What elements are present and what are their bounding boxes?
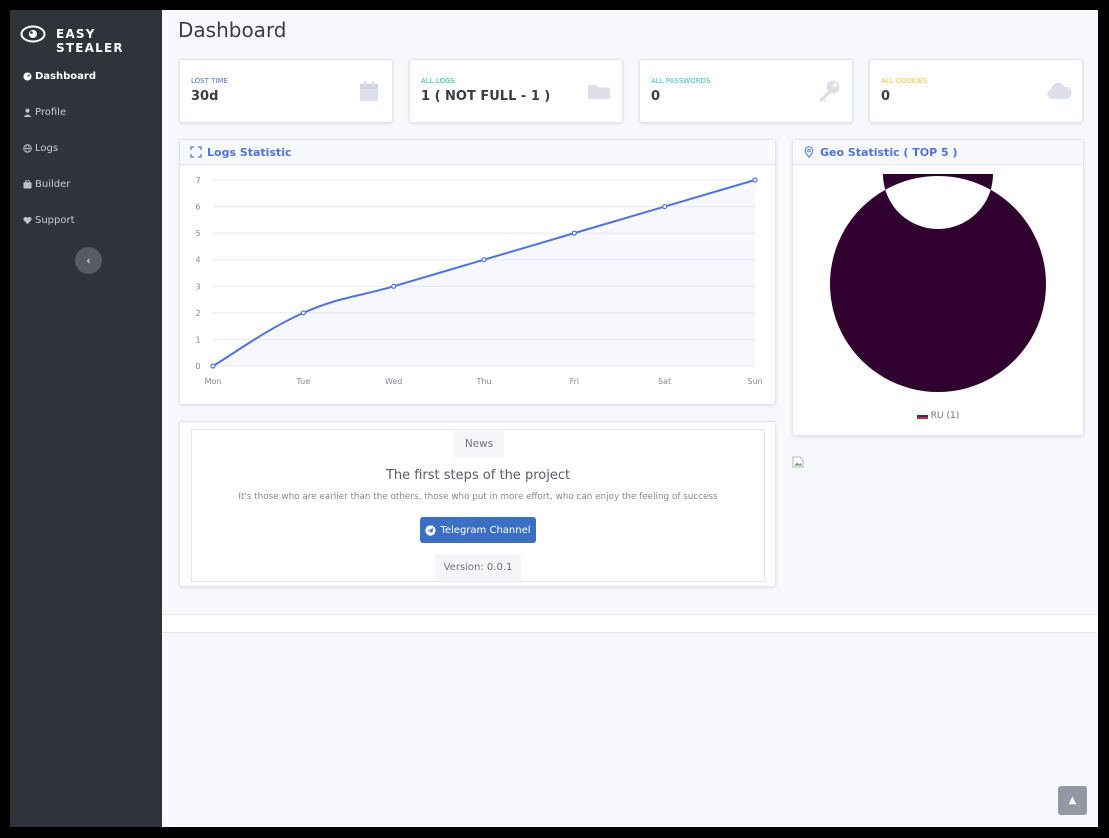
calendar-icon bbox=[360, 81, 378, 101]
user-icon bbox=[23, 108, 32, 117]
news-text: It's those who are earlier than the othe… bbox=[238, 492, 718, 502]
brand[interactable]: EASY STEALER bbox=[10, 10, 162, 60]
stat-card-all-logs: ALL LOGS 1 ( NOT FULL - 1 ) bbox=[409, 59, 623, 123]
folder-icon bbox=[588, 85, 610, 99]
stat-value: 0 bbox=[651, 89, 661, 104]
data-point[interactable] bbox=[391, 283, 397, 289]
stat-value: 30d bbox=[191, 89, 219, 104]
sidebar-item-label: Logs bbox=[35, 142, 59, 154]
y-tick-label: 0 bbox=[195, 362, 200, 371]
eye-icon bbox=[20, 25, 46, 43]
logs-line-chart: 0 1 2 3 4 5 6 7 Mon Tue Wed Thu Fri Sat Sun bbox=[195, 176, 762, 386]
pie-slice[interactable] bbox=[830, 174, 1046, 392]
chevron-up-icon: ▲ bbox=[1068, 795, 1077, 806]
sidebar-item-label: Profile bbox=[35, 106, 67, 118]
legend-label: RU (1) bbox=[930, 411, 960, 421]
y-tick-label: 1 bbox=[195, 335, 200, 344]
app-frame: EASY STEALER Dashboard Profile Logs Buil… bbox=[10, 10, 1098, 827]
geo-donut-chart bbox=[830, 174, 1046, 392]
news-panel: News The first steps of the project It's… bbox=[191, 429, 765, 582]
stat-value: 0 bbox=[881, 89, 891, 104]
y-tick-label: 5 bbox=[195, 229, 200, 238]
data-point[interactable] bbox=[210, 363, 216, 369]
telegram-channel-button[interactable]: Telegram Channel bbox=[420, 517, 536, 543]
briefcase-icon bbox=[23, 179, 32, 189]
stat-card-all-cookies: ALL COOKIES 0 bbox=[869, 59, 1083, 123]
x-tick-label: Wed bbox=[385, 377, 402, 386]
chevron-left-icon: ‹ bbox=[86, 254, 91, 267]
sidebar-item-dashboard[interactable]: Dashboard bbox=[23, 68, 96, 84]
sidebar-item-label: Support bbox=[35, 214, 75, 226]
globe-icon bbox=[23, 143, 32, 153]
news-chip: News bbox=[454, 430, 504, 457]
page-title: Dashboard bbox=[178, 18, 287, 42]
version-label: Version: 0.0.1 bbox=[435, 554, 521, 581]
sidebar-item-logs[interactable]: Logs bbox=[23, 140, 58, 156]
data-point[interactable] bbox=[300, 310, 306, 316]
data-point[interactable] bbox=[481, 257, 487, 263]
key-icon bbox=[819, 80, 840, 102]
y-tick-label: 7 bbox=[195, 176, 200, 185]
data-point[interactable] bbox=[571, 230, 577, 236]
data-point[interactable] bbox=[752, 177, 758, 183]
series-area bbox=[213, 180, 755, 366]
logs-statistic-card: Logs Statistic 0 1 2 3 4 5 6 7 Mon Tue Wed Thu Fri Sa… bbox=[179, 139, 776, 405]
x-tick-label: Tue bbox=[295, 377, 310, 386]
card-title: Geo Statistic ( TOP 5 ) bbox=[820, 145, 958, 159]
sidebar: EASY STEALER Dashboard Profile Logs Buil… bbox=[10, 10, 162, 827]
data-point[interactable] bbox=[662, 203, 668, 210]
sidebar-item-profile[interactable]: Profile bbox=[23, 104, 66, 120]
sidebar-toggle-button[interactable]: ‹ bbox=[75, 247, 102, 274]
brand-name: EASY STEALER bbox=[56, 27, 124, 55]
stat-card-lost-time: LOST TIME 30d bbox=[179, 59, 393, 123]
sidebar-item-label: Builder bbox=[35, 178, 71, 190]
telegram-icon bbox=[425, 524, 437, 536]
y-tick-label: 4 bbox=[195, 256, 200, 265]
broken-image-icon bbox=[792, 456, 804, 468]
news-title: The first steps of the project bbox=[385, 468, 571, 483]
stat-label: LOST TIME bbox=[191, 77, 228, 85]
sidebar-item-builder[interactable]: Builder bbox=[23, 176, 70, 192]
stat-label: ALL LOGS bbox=[421, 77, 455, 85]
stat-card-all-passwords: ALL PASSWORDS 0 bbox=[639, 59, 853, 123]
x-tick-label: Mon bbox=[205, 377, 222, 386]
sidebar-item-label: Dashboard bbox=[35, 70, 96, 82]
x-tick-label: Thu bbox=[475, 377, 491, 386]
card-header: Geo Statistic ( TOP 5 ) bbox=[793, 140, 1083, 165]
footer bbox=[162, 614, 1098, 633]
geo-statistic-card: Geo Statistic ( TOP 5 ) RU (1) bbox=[792, 139, 1084, 436]
news-card: News The first steps of the project It's… bbox=[179, 421, 776, 587]
chart-legend[interactable]: RU (1) bbox=[793, 411, 1083, 421]
x-tick-label: Fri bbox=[570, 377, 580, 386]
y-tick-label: 2 bbox=[195, 309, 200, 318]
sidebar-item-support[interactable]: Support bbox=[23, 212, 75, 228]
stat-label: ALL COOKIES bbox=[881, 77, 928, 85]
map-pin-icon bbox=[804, 146, 814, 158]
stat-value: 1 ( NOT FULL - 1 ) bbox=[421, 89, 551, 104]
stat-label: ALL PASSWORDS bbox=[651, 77, 711, 85]
scroll-to-top-button[interactable]: ▲ bbox=[1058, 786, 1087, 815]
card-header: Logs Statistic bbox=[180, 140, 775, 165]
x-tick-label: Sun bbox=[747, 377, 762, 386]
button-label: Telegram Channel bbox=[440, 524, 531, 536]
y-tick-label: 6 bbox=[195, 203, 200, 212]
heart-icon bbox=[23, 216, 32, 224]
x-tick-label: Sat bbox=[658, 377, 671, 386]
dashboard-icon bbox=[23, 71, 32, 81]
y-tick-label: 3 bbox=[195, 282, 200, 291]
card-title: Logs Statistic bbox=[207, 145, 292, 159]
expand-icon bbox=[190, 146, 202, 158]
cloud-icon bbox=[1047, 82, 1072, 99]
ru-flag-icon bbox=[916, 412, 928, 420]
